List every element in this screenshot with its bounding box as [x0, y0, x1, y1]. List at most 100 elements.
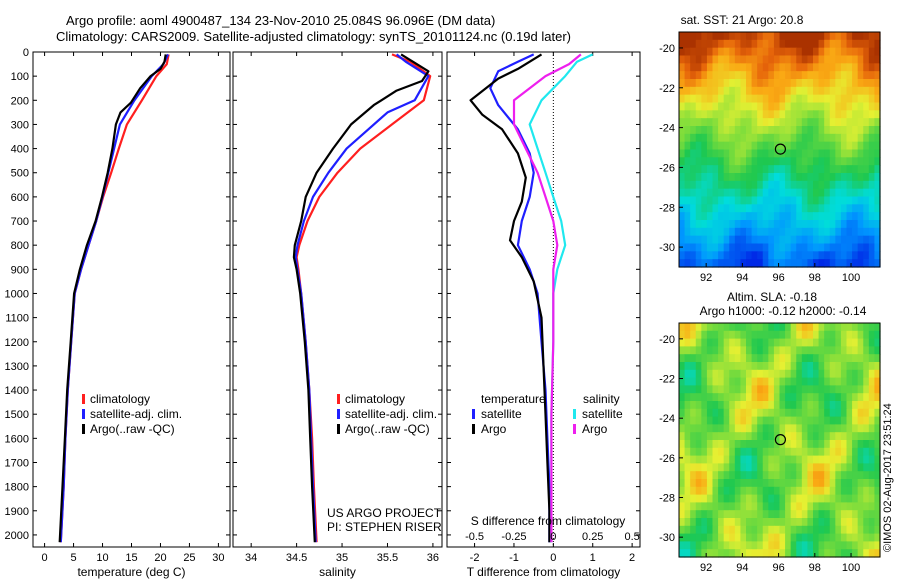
sst-map-cell — [846, 196, 853, 205]
sla-map-cell — [757, 494, 764, 503]
sst-map-cell — [796, 243, 803, 252]
sla-map-cell — [690, 479, 697, 488]
sst-map-cell — [757, 204, 764, 213]
sst-map-cell — [874, 110, 881, 119]
sst-map-cell — [695, 220, 702, 229]
sst-map-cell — [768, 110, 775, 119]
sst-map-cell — [740, 71, 747, 80]
sst-map-cell — [868, 141, 876, 151]
sst-map-cell — [679, 141, 686, 151]
sst-map-cell — [746, 204, 753, 213]
sla-map-cell — [701, 447, 708, 457]
sla-map-cell — [779, 533, 786, 542]
sla-map-cell — [813, 471, 820, 480]
sst-map-cell — [718, 180, 725, 190]
sst-map-cell — [813, 55, 820, 64]
sst-map-cell — [790, 94, 797, 104]
salinity-panel-xtick-label: 34.5 — [286, 552, 307, 564]
sst-map-cell — [796, 196, 803, 205]
sst-map-cell — [746, 102, 753, 111]
sst-map-cell — [757, 39, 764, 49]
sla-map-cell — [868, 455, 876, 464]
sst-map-cell — [734, 133, 742, 143]
sst-map-cell — [701, 47, 708, 57]
sla-map-cell — [796, 525, 803, 535]
sst-map-cell — [835, 243, 842, 252]
sla-map-cell — [734, 323, 742, 332]
sla-map-cell — [790, 338, 797, 347]
sla-map-cell — [701, 354, 708, 363]
sst-map-cell — [835, 32, 842, 41]
sst-map-cell — [863, 165, 870, 174]
sla-map-cell — [740, 393, 747, 402]
sst-map-cell — [701, 204, 708, 213]
sla-map-cell — [796, 401, 803, 410]
sla-map-cell — [762, 408, 769, 418]
sst-map-cell — [690, 79, 697, 88]
sla-map-cell — [690, 463, 697, 472]
sst-map-cell — [712, 196, 719, 205]
sst-map-cell — [746, 63, 753, 72]
sst-map-cell — [818, 212, 825, 221]
sla-map-cell — [846, 346, 853, 355]
sst-map-cell — [746, 243, 753, 252]
sst-map-cell — [729, 71, 736, 80]
sla-map-cell — [690, 533, 697, 542]
sla-map-cell — [746, 338, 753, 347]
sla-map-cell — [824, 518, 831, 527]
sla-map-cell — [718, 510, 725, 519]
sla-map-cell — [868, 471, 876, 480]
sst-map-cell — [773, 86, 781, 96]
sst-map-cell — [840, 94, 848, 104]
sst-map-cell — [790, 165, 797, 174]
sst-map-cell — [852, 118, 859, 127]
sst-map-cell — [874, 102, 881, 111]
sst-map-cell — [712, 149, 719, 158]
sla-map-cell — [679, 369, 686, 379]
sla-map-cell — [852, 424, 859, 433]
sla-map-cell — [818, 385, 825, 394]
sla-map-cell — [679, 525, 686, 535]
sst-map-cell — [684, 157, 691, 166]
sla-map-cell — [874, 549, 881, 558]
sst-map-xtick-label: 98 — [809, 272, 821, 284]
sst-map-cell — [751, 126, 758, 135]
sla-map-cell — [740, 549, 747, 558]
sst-map-cell — [818, 102, 825, 111]
sla-map-cell — [773, 408, 781, 418]
sst-map-cell — [785, 165, 792, 174]
sst-map-cell — [785, 180, 792, 190]
sst-map-cell — [684, 79, 691, 88]
sst-map-cell — [868, 188, 876, 198]
sla-map-cell — [690, 401, 697, 410]
sla-map-cell — [857, 393, 864, 402]
sst-map-cell — [684, 251, 691, 260]
sla-map-cell — [723, 525, 730, 535]
sla-map-cell — [840, 377, 848, 386]
sla-map-cell — [813, 393, 820, 402]
sst-map-cell — [706, 149, 714, 158]
sla-map-cell — [863, 408, 870, 418]
sst-map-cell — [762, 188, 769, 198]
sst-map-cell — [824, 118, 831, 127]
sla-map-cell — [690, 369, 697, 379]
sst-map-cell — [679, 55, 686, 64]
sst-map-cell — [757, 102, 764, 111]
sst-map-cell — [762, 243, 769, 252]
sst-map-cell — [857, 259, 864, 268]
difference-panel-xtick-label: 2 — [629, 552, 635, 564]
sla-map-cell — [701, 330, 708, 340]
sst-map-cell — [718, 126, 725, 135]
sst-map-cell — [824, 79, 831, 88]
sla-map-cell — [818, 455, 825, 464]
sst-map-cell — [723, 196, 730, 205]
sst-map-cell — [690, 141, 697, 151]
sst-map-cell — [874, 243, 881, 252]
sla-map-cell — [818, 408, 825, 418]
sst-map-cell — [824, 235, 831, 245]
sla-map-cell — [852, 518, 859, 527]
sst-map-cell — [790, 227, 797, 237]
sst-map-cell — [712, 133, 719, 143]
sst-map-cell — [695, 173, 702, 182]
sla-map-cell — [718, 416, 725, 425]
